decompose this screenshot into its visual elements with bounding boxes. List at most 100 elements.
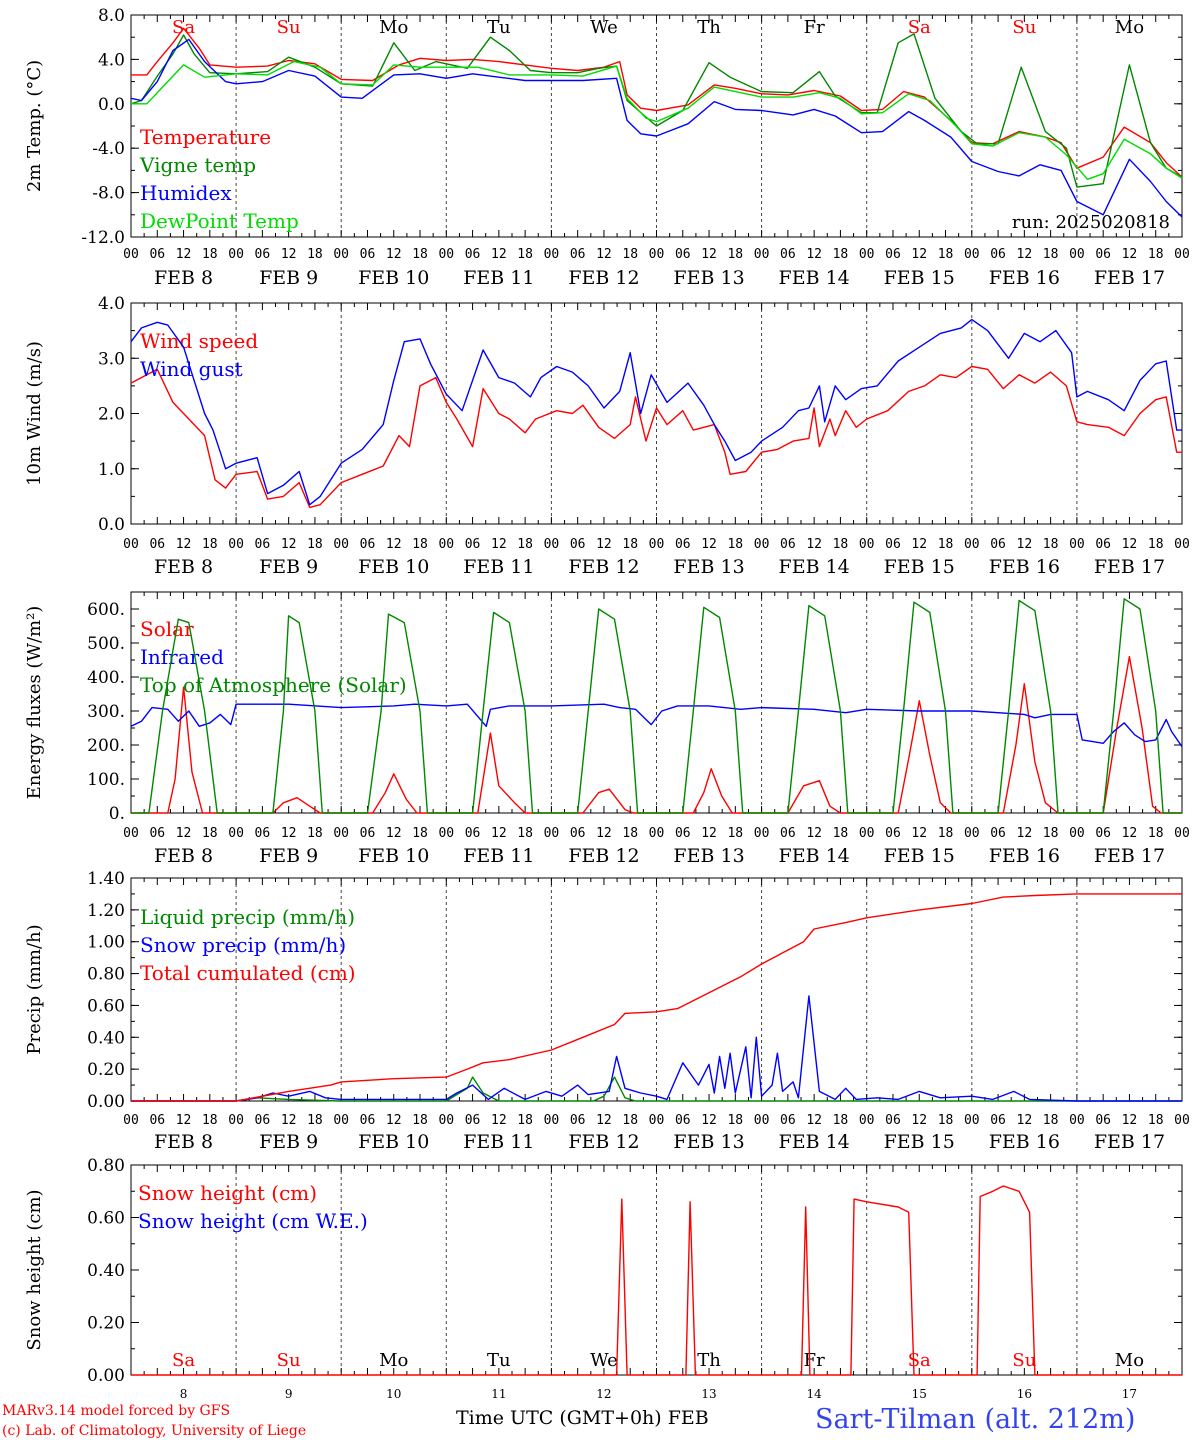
hour-tick-label: 06 <box>885 247 901 262</box>
weekday-label: Th <box>697 17 721 38</box>
date-label: FEB 10 <box>358 267 429 289</box>
series-line-wind-gust <box>130 318 1182 506</box>
hour-tick-label: 12 <box>1122 1113 1138 1128</box>
hour-tick-label: 06 <box>570 1113 586 1128</box>
hour-tick-label: 12 <box>386 537 402 552</box>
hour-tick-label: 06 <box>465 537 481 552</box>
date-label: FEB 12 <box>568 267 639 289</box>
y-tick-label: 3.0 <box>98 349 125 369</box>
legend-entry: Snow precip (mm/h) <box>140 933 346 957</box>
hour-tick-label: 06 <box>360 1113 376 1128</box>
y-tick-label: 0.60 <box>87 996 125 1016</box>
hour-tick-label: 12 <box>491 1113 507 1128</box>
hour-tick-label: 18 <box>833 537 849 552</box>
hour-tick-label: 12 <box>806 826 822 841</box>
hour-tick-label: 00 <box>544 537 560 552</box>
hour-tick-label: 00 <box>438 537 454 552</box>
date-label: FEB 11 <box>463 845 534 867</box>
y-tick-label: 0.60 <box>87 1209 125 1229</box>
weekday-label: Tu <box>487 17 511 38</box>
weekday-label: Su <box>1012 1350 1036 1371</box>
hour-tick-label: 18 <box>202 247 218 262</box>
hour-tick-label: 18 <box>833 1113 849 1128</box>
hour-tick-label: 18 <box>517 537 533 552</box>
hour-tick-label: 00 <box>228 247 244 262</box>
hour-tick-label: 06 <box>255 1113 271 1128</box>
hour-tick-label: 12 <box>911 1113 927 1128</box>
y-axis-label: 10m Wind (m/s) <box>24 341 45 486</box>
hour-tick-label: 06 <box>570 826 586 841</box>
hour-tick-label: 00 <box>438 247 454 262</box>
series-line-liquid-precip-mm-h- <box>131 1076 1182 1102</box>
hour-tick-label: 06 <box>255 537 271 552</box>
hour-tick-label: 18 <box>307 247 323 262</box>
hour-tick-label: 00 <box>438 826 454 841</box>
hour-tick-label: 06 <box>885 537 901 552</box>
date-label: FEB 11 <box>463 556 534 578</box>
date-label: FEB 16 <box>989 1131 1060 1153</box>
date-label: FEB 11 <box>463 1131 534 1153</box>
hour-tick-label: 00 <box>859 247 875 262</box>
hour-tick-label: 18 <box>517 1113 533 1128</box>
legend-entry: Snow height (cm) <box>138 1181 317 1205</box>
hour-tick-label: 18 <box>622 826 638 841</box>
y-tick-label: -12.0 <box>81 228 125 248</box>
hour-tick-label: 06 <box>1095 1113 1111 1128</box>
date-label: FEB 15 <box>884 1131 955 1153</box>
y-axis-label: Precip (mm/h) <box>24 924 45 1054</box>
date-label: FEB 10 <box>358 556 429 578</box>
hour-tick-label: 06 <box>255 826 271 841</box>
y-tick-label: 400. <box>87 668 125 688</box>
hour-tick-label: 18 <box>1148 537 1164 552</box>
panel-1: 8.0 4.0 0.0 -4.0 -8.0 -12.0 2m Temp. (°C) 00 06 1… <box>24 6 1190 289</box>
hour-tick-label: 00 <box>859 537 875 552</box>
hour-tick-label: 00 <box>544 247 560 262</box>
y-tick-label: 1.00 <box>87 933 125 953</box>
legend-entry: Humidex <box>140 181 232 205</box>
hour-tick-label: 00 <box>964 537 980 552</box>
date-label: FEB 12 <box>568 1131 639 1153</box>
hour-tick-label: 00 <box>1174 1113 1190 1128</box>
legend-entry: Wind gust <box>140 357 243 381</box>
legend-entry: Total cumulated (cm) <box>140 961 356 985</box>
y-tick-label: 4.0 <box>98 50 125 70</box>
hour-tick-label: 12 <box>386 1113 402 1128</box>
date-label: FEB 12 <box>568 556 639 578</box>
hour-tick-label: 12 <box>386 247 402 262</box>
hour-tick-label: 12 <box>1017 537 1033 552</box>
y-tick-label: 0.0 <box>98 95 125 115</box>
hour-tick-label: 06 <box>1095 826 1111 841</box>
date-label: FEB 13 <box>673 1131 744 1153</box>
hour-tick-label: 18 <box>622 537 638 552</box>
weekday-label: Sa <box>908 1350 931 1371</box>
hour-tick-label: 12 <box>176 247 192 262</box>
hour-tick-label: 18 <box>727 1113 743 1128</box>
day-number-label: 14 <box>807 1387 823 1401</box>
hour-tick-label: 06 <box>465 1113 481 1128</box>
hour-tick-label: 18 <box>1043 826 1059 841</box>
hour-tick-label: 00 <box>859 826 875 841</box>
hour-tick-label: 18 <box>412 247 428 262</box>
hour-tick-label: 00 <box>1174 537 1190 552</box>
hour-tick-label: 00 <box>123 1113 139 1128</box>
hour-tick-label: 12 <box>596 826 612 841</box>
hour-tick-label: 18 <box>517 826 533 841</box>
weekday-label: Mo <box>379 1350 408 1371</box>
date-label: FEB 16 <box>989 845 1060 867</box>
hour-tick-label: 18 <box>1043 537 1059 552</box>
hour-tick-label: 12 <box>911 537 927 552</box>
y-tick-label: 0.20 <box>87 1060 125 1080</box>
series-line-wind-speed <box>130 365 1182 509</box>
hour-tick-label: 06 <box>990 247 1006 262</box>
y-tick-label: 0.0 <box>98 515 125 535</box>
hour-tick-label: 12 <box>176 826 192 841</box>
series-line-temperature <box>131 27 1183 178</box>
y-tick-label: 0.00 <box>87 1092 125 1112</box>
hour-tick-label: 12 <box>701 826 717 841</box>
weekday-label: Su <box>277 1350 301 1371</box>
date-label: FEB 15 <box>884 556 955 578</box>
hour-tick-label: 06 <box>780 826 796 841</box>
date-label: FEB 14 <box>779 267 850 289</box>
weekday-label: Th <box>697 1350 721 1371</box>
date-label: FEB 17 <box>1094 267 1165 289</box>
